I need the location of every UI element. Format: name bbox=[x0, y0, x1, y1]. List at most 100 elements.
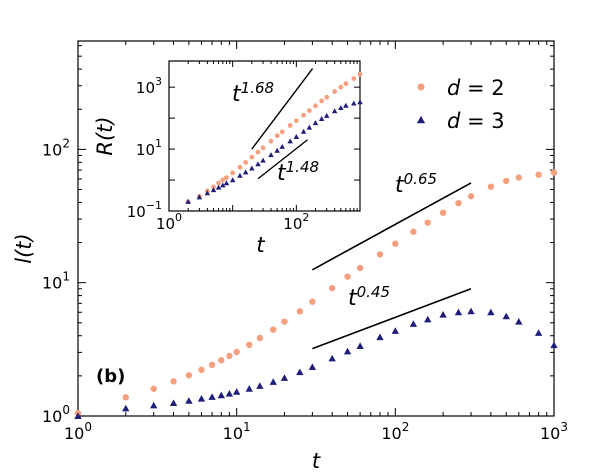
data-point bbox=[338, 105, 344, 111]
data-point bbox=[306, 124, 313, 130]
data-point bbox=[229, 177, 236, 183]
data-point bbox=[217, 391, 225, 399]
data-point bbox=[197, 394, 206, 402]
data-point bbox=[376, 251, 384, 258]
data-point bbox=[279, 143, 285, 149]
data-point bbox=[237, 164, 243, 170]
data-point bbox=[323, 112, 330, 118]
exponent-annotation: t1.68 bbox=[232, 79, 274, 107]
data-point bbox=[343, 102, 349, 108]
data-point bbox=[268, 138, 274, 144]
data-point bbox=[230, 170, 236, 176]
data-point bbox=[260, 157, 266, 163]
data-point bbox=[550, 341, 558, 349]
data-point bbox=[306, 108, 312, 113]
exponent-annotation: t0.45 bbox=[348, 283, 390, 311]
data-point bbox=[204, 190, 211, 196]
main-x-tick-label: 100 bbox=[64, 420, 92, 443]
data-point bbox=[439, 311, 447, 318]
data-point bbox=[211, 184, 216, 190]
inset-series-2 bbox=[185, 99, 363, 204]
data-point bbox=[269, 378, 277, 385]
data-point bbox=[410, 228, 417, 235]
data-point bbox=[249, 165, 255, 171]
data-point bbox=[268, 152, 274, 158]
main-x-tick-label: 101 bbox=[223, 420, 251, 443]
data-point bbox=[343, 81, 349, 87]
data-point bbox=[226, 352, 233, 360]
data-point bbox=[185, 397, 193, 404]
data-point bbox=[312, 120, 319, 126]
exponent-annotation: t1.48 bbox=[277, 158, 319, 186]
data-point bbox=[224, 175, 229, 180]
data-point bbox=[515, 317, 523, 325]
data-point bbox=[409, 320, 418, 327]
data-point bbox=[274, 133, 280, 139]
data-point bbox=[122, 394, 129, 401]
inset-plot: 100 102 10−1 101 103 t R(t) t1.68 t1.48 bbox=[93, 60, 363, 257]
data-point bbox=[256, 334, 264, 342]
data-point bbox=[208, 361, 216, 369]
data-point bbox=[332, 89, 338, 94]
data-point bbox=[503, 177, 510, 185]
inset-x-tick-label: 100 bbox=[156, 211, 182, 233]
data-point bbox=[391, 327, 400, 334]
data-point bbox=[534, 329, 543, 336]
data-point bbox=[487, 308, 495, 316]
data-point bbox=[270, 326, 277, 333]
data-point bbox=[210, 187, 217, 193]
legend-label: d = 3 bbox=[447, 109, 505, 133]
data-point bbox=[198, 366, 205, 374]
power-law-guide-line bbox=[312, 288, 472, 350]
data-point bbox=[424, 315, 432, 323]
main-series-2 bbox=[74, 307, 558, 419]
main-y-axis-label: l(t) bbox=[12, 233, 36, 263]
data-point bbox=[287, 123, 293, 128]
inset-x-axis-label: t bbox=[256, 233, 265, 257]
data-point bbox=[439, 209, 447, 216]
main-series-1 bbox=[74, 169, 558, 417]
legend-item: d = 2 bbox=[417, 76, 505, 100]
legend-item: d = 3 bbox=[416, 109, 505, 133]
legend: d = 2 d = 3 bbox=[416, 76, 505, 133]
data-point bbox=[169, 399, 178, 407]
data-point bbox=[196, 194, 203, 200]
main-y-tick-label: 102 bbox=[42, 136, 70, 159]
inset-y-tick-label: 101 bbox=[136, 137, 162, 159]
data-point bbox=[274, 147, 280, 153]
data-point bbox=[324, 94, 330, 100]
data-point bbox=[487, 183, 495, 190]
data-point bbox=[223, 180, 230, 186]
data-point bbox=[243, 160, 249, 165]
data-point bbox=[467, 307, 475, 315]
data-point bbox=[313, 103, 318, 109]
data-point bbox=[331, 108, 338, 114]
data-point bbox=[309, 298, 316, 305]
data-point bbox=[246, 341, 253, 349]
data-point bbox=[467, 193, 475, 200]
data-point bbox=[232, 388, 241, 395]
data-point bbox=[351, 100, 357, 106]
data-point bbox=[279, 129, 285, 135]
exponent-annotation: t0.65 bbox=[395, 170, 437, 198]
main-y-tick-label: 101 bbox=[42, 270, 70, 293]
data-point bbox=[256, 382, 264, 389]
data-point bbox=[308, 363, 317, 370]
data-point bbox=[351, 76, 357, 81]
data-point bbox=[424, 219, 431, 226]
inset-x-tick-label: 102 bbox=[283, 211, 309, 233]
inset-y-tick-label: 103 bbox=[136, 75, 162, 97]
main-plot-frame bbox=[77, 40, 555, 417]
data-point bbox=[185, 198, 191, 204]
main-y-tick-label: 100 bbox=[42, 403, 70, 426]
inset-y-axis-label: R(t) bbox=[93, 116, 117, 155]
data-point bbox=[220, 182, 226, 188]
data-point bbox=[344, 273, 351, 280]
data-point bbox=[287, 138, 293, 144]
main-x-tick-label: 103 bbox=[540, 420, 568, 443]
data-point bbox=[208, 393, 216, 400]
data-point bbox=[242, 169, 249, 175]
data-point bbox=[296, 308, 304, 315]
data-point bbox=[215, 184, 222, 190]
